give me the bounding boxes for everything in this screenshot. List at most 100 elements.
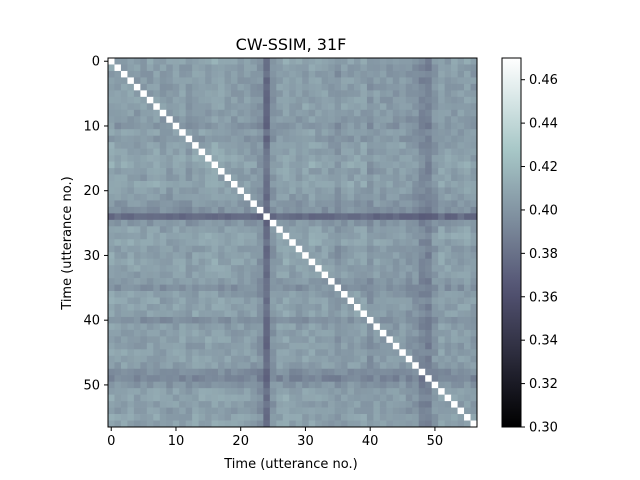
heatmap-cell [386, 83, 394, 91]
heatmap-cell [166, 77, 174, 85]
heatmap-cell [386, 213, 394, 221]
heatmap-cell [243, 304, 251, 311]
heatmap-cell [224, 200, 232, 208]
heatmap-cell [250, 103, 258, 111]
heatmap-cell [438, 342, 445, 350]
heatmap-cell [399, 414, 407, 421]
heatmap-cell [282, 355, 290, 363]
heatmap-cell [431, 116, 439, 124]
heatmap-cell [276, 362, 284, 370]
heatmap-cell [172, 252, 180, 260]
heatmap-cell [392, 187, 400, 195]
heatmap-cell [399, 232, 407, 240]
heatmap-cell [179, 148, 187, 156]
heatmap-cell [108, 388, 115, 395]
heatmap-cell [373, 291, 381, 298]
heatmap-cell [218, 122, 225, 130]
heatmap-cell [185, 181, 193, 188]
heatmap-cell [347, 414, 355, 421]
heatmap-cell [354, 129, 361, 137]
heatmap-cell [276, 375, 284, 383]
heatmap-cell [373, 103, 381, 111]
heatmap-cell [289, 155, 297, 162]
heatmap-cell [399, 206, 407, 214]
heatmap-cell [438, 219, 445, 227]
heatmap-cell [276, 342, 284, 350]
heatmap-cell [470, 375, 478, 383]
heatmap-cell [108, 219, 115, 227]
heatmap-cell [373, 310, 381, 318]
heatmap-cell [108, 239, 115, 247]
heatmap-cell [373, 187, 381, 195]
heatmap-cell [192, 219, 199, 227]
heatmap-cell [282, 181, 290, 188]
heatmap-cell [438, 252, 445, 260]
heatmap-cell [146, 135, 154, 143]
heatmap-cell [231, 278, 238, 285]
heatmap-cell [334, 122, 342, 130]
heatmap-diagonal-cell [185, 135, 193, 143]
heatmap-cell [425, 297, 433, 305]
heatmap-cell [360, 168, 368, 175]
heatmap-cell [438, 349, 445, 357]
heatmap-cell [412, 368, 420, 376]
heatmap-cell [127, 103, 135, 111]
heatmap-cell [269, 278, 277, 285]
heatmap-cell [328, 291, 335, 298]
heatmap-cell [347, 77, 355, 85]
heatmap-cell [224, 148, 232, 156]
heatmap-cell [425, 116, 433, 124]
heatmap-cell [140, 271, 148, 279]
heatmap-cell [354, 329, 361, 337]
heatmap-diagonal-cell [392, 342, 400, 350]
heatmap-cell [172, 401, 180, 408]
heatmap-cell [438, 135, 445, 143]
heatmap-cell [425, 381, 433, 389]
heatmap-cell [192, 414, 199, 421]
heatmap-cell [405, 64, 413, 72]
heatmap-cell [321, 342, 329, 350]
heatmap-cell [302, 77, 310, 85]
heatmap-cell [457, 155, 465, 162]
heatmap-cell [276, 258, 284, 266]
heatmap-cell [328, 142, 335, 149]
heatmap-cell [120, 252, 128, 260]
heatmap-cell [198, 323, 206, 331]
heatmap-cell [470, 316, 478, 324]
heatmap-cell [159, 174, 167, 182]
heatmap-cell [360, 278, 368, 285]
heatmap-cell [172, 291, 180, 298]
heatmap-cell [243, 271, 251, 279]
heatmap-cell [276, 420, 284, 428]
heatmap-cell [425, 83, 433, 91]
heatmap-cell [302, 226, 310, 234]
heatmap-cell [418, 168, 426, 175]
heatmap-cell [451, 187, 458, 195]
heatmap-cell [172, 329, 180, 337]
heatmap-cell [431, 265, 439, 272]
heatmap-cell [127, 58, 135, 65]
heatmap-cell [334, 90, 342, 98]
heatmap-cell [140, 200, 148, 208]
heatmap-cell [269, 245, 277, 253]
heatmap-cell [159, 96, 167, 104]
heatmap-cell [386, 323, 394, 331]
heatmap-cell [146, 174, 154, 182]
heatmap-cell [418, 394, 426, 402]
heatmap-cell [373, 122, 381, 130]
heatmap-cell [256, 310, 264, 318]
heatmap-cell [205, 226, 212, 234]
heatmap-cell [334, 219, 342, 227]
heatmap-cell [412, 349, 420, 357]
heatmap-cell [243, 155, 251, 162]
heatmap-cell [366, 109, 374, 117]
heatmap-cell [308, 375, 316, 383]
heatmap-cell [418, 226, 426, 234]
heatmap-cell [237, 83, 245, 91]
heatmap-cell [399, 381, 407, 389]
heatmap-cell [405, 226, 413, 234]
heatmap-cell [224, 265, 232, 272]
heatmap-cell [418, 174, 426, 182]
heatmap-cell [379, 174, 387, 182]
heatmap-cell [153, 258, 161, 266]
